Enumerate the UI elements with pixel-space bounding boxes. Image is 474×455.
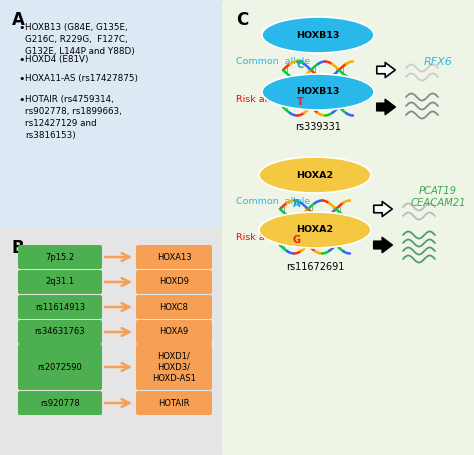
Text: HOXD9: HOXD9 <box>159 278 189 287</box>
Text: RFX6: RFX6 <box>424 57 453 67</box>
Text: HOXD1/
HOXD3/
HOXD-AS1: HOXD1/ HOXD3/ HOXD-AS1 <box>152 351 196 383</box>
FancyBboxPatch shape <box>136 270 212 294</box>
Text: rs11614913: rs11614913 <box>35 303 85 312</box>
Ellipse shape <box>262 17 374 53</box>
Text: rs339331: rs339331 <box>295 122 341 132</box>
Text: HOXB13: HOXB13 <box>296 87 340 96</box>
Text: HOTAIR (rs4759314,
rs902778, rs1899663,
rs12427129 and
rs3816153): HOTAIR (rs4759314, rs902778, rs1899663, … <box>25 95 122 141</box>
FancyBboxPatch shape <box>222 0 474 455</box>
FancyBboxPatch shape <box>136 391 212 415</box>
Text: 2q31.1: 2q31.1 <box>46 278 74 287</box>
Text: A: A <box>12 11 25 29</box>
Text: Risk allele: Risk allele <box>236 233 284 242</box>
Text: G: G <box>293 235 301 245</box>
Text: Common  allele: Common allele <box>236 57 310 66</box>
FancyBboxPatch shape <box>136 320 212 344</box>
Text: Risk allele: Risk allele <box>236 95 284 103</box>
Text: T: T <box>297 97 303 107</box>
Text: Common  allele: Common allele <box>236 197 310 206</box>
Ellipse shape <box>262 74 374 110</box>
FancyBboxPatch shape <box>18 245 102 269</box>
Text: HOXA2: HOXA2 <box>296 226 334 234</box>
FancyBboxPatch shape <box>18 295 102 319</box>
FancyBboxPatch shape <box>18 344 102 390</box>
Ellipse shape <box>259 212 371 248</box>
Text: PCAT19
CEACAM21: PCAT19 CEACAM21 <box>410 186 466 208</box>
FancyBboxPatch shape <box>18 320 102 344</box>
Text: rs11672691: rs11672691 <box>286 262 344 272</box>
Text: HOTAIR: HOTAIR <box>158 399 190 408</box>
Text: HOXA11-AS (rs17427875): HOXA11-AS (rs17427875) <box>25 74 138 83</box>
Text: rs2072590: rs2072590 <box>37 363 82 371</box>
Text: rs34631763: rs34631763 <box>35 328 85 337</box>
Ellipse shape <box>259 157 371 193</box>
FancyBboxPatch shape <box>136 295 212 319</box>
FancyBboxPatch shape <box>18 391 102 415</box>
Text: •: • <box>18 74 25 84</box>
Text: •: • <box>18 23 25 33</box>
Text: 7p15.2: 7p15.2 <box>46 253 74 262</box>
Text: C: C <box>236 11 248 29</box>
Text: •: • <box>18 95 25 105</box>
FancyBboxPatch shape <box>136 344 212 390</box>
Text: A: A <box>293 199 301 209</box>
FancyBboxPatch shape <box>18 270 102 294</box>
Text: HOXA13: HOXA13 <box>157 253 191 262</box>
Text: HOXC8: HOXC8 <box>160 303 189 312</box>
Text: HOXA9: HOXA9 <box>159 328 189 337</box>
FancyBboxPatch shape <box>0 0 228 233</box>
Text: HOXD4 (E81V): HOXD4 (E81V) <box>25 55 89 64</box>
FancyBboxPatch shape <box>0 227 228 455</box>
Text: HOXB13: HOXB13 <box>296 30 340 40</box>
Text: HOXA2: HOXA2 <box>296 171 334 180</box>
Text: HOXB13 (G84E, G135E,
G216C, R229G,  F127C,
G132E, L144P and Y88D): HOXB13 (G84E, G135E, G216C, R229G, F127C… <box>25 23 135 56</box>
Text: •: • <box>18 55 25 65</box>
Text: C: C <box>296 60 304 70</box>
FancyBboxPatch shape <box>136 245 212 269</box>
Text: B: B <box>12 239 25 257</box>
Text: rs920778: rs920778 <box>40 399 80 408</box>
